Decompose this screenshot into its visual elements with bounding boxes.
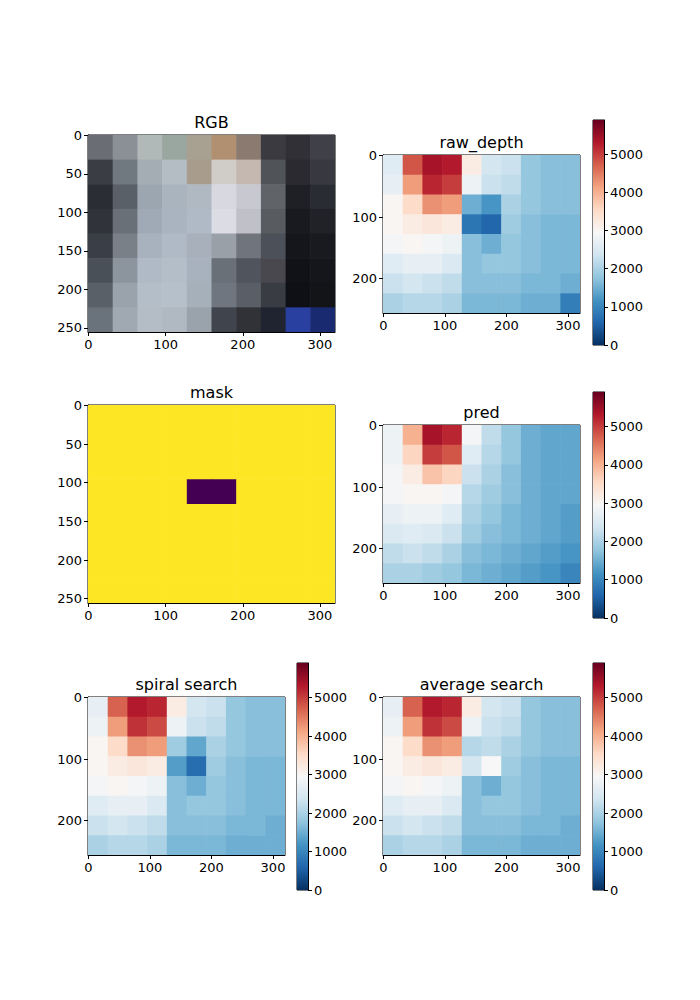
svg-text:2000: 2000 — [610, 261, 643, 276]
svg-text:200: 200 — [352, 541, 377, 556]
svg-text:5000: 5000 — [314, 690, 347, 705]
svg-text:3000: 3000 — [314, 767, 347, 782]
svg-text:0: 0 — [314, 883, 322, 898]
svg-text:5000: 5000 — [610, 147, 643, 162]
svg-text:1000: 1000 — [610, 572, 643, 587]
svg-text:0: 0 — [379, 860, 387, 875]
svg-text:200: 200 — [57, 282, 82, 297]
svg-text:200: 200 — [352, 813, 377, 828]
svg-text:300: 300 — [261, 860, 286, 875]
svg-text:200: 200 — [57, 553, 82, 568]
svg-text:4000: 4000 — [314, 729, 347, 744]
svg-text:100: 100 — [432, 588, 457, 603]
svg-text:200: 200 — [352, 271, 377, 286]
svg-text:1000: 1000 — [610, 299, 643, 314]
svg-text:raw_depth: raw_depth — [439, 133, 523, 153]
svg-text:200: 200 — [230, 608, 255, 623]
svg-text:4000: 4000 — [610, 457, 643, 472]
svg-text:150: 150 — [57, 243, 82, 258]
svg-text:250: 250 — [57, 320, 82, 335]
svg-text:200: 200 — [494, 588, 519, 603]
svg-text:0: 0 — [74, 398, 82, 413]
svg-text:200: 200 — [57, 813, 82, 828]
svg-text:spiral search: spiral search — [136, 675, 238, 694]
svg-text:100: 100 — [57, 752, 82, 767]
svg-text:0: 0 — [610, 338, 618, 353]
svg-text:0: 0 — [369, 418, 377, 433]
svg-text:0: 0 — [84, 337, 92, 352]
svg-text:200: 200 — [199, 860, 224, 875]
svg-text:100: 100 — [137, 860, 162, 875]
svg-text:0: 0 — [610, 883, 618, 898]
svg-text:5000: 5000 — [610, 690, 643, 705]
svg-text:100: 100 — [153, 608, 178, 623]
svg-text:100: 100 — [153, 337, 178, 352]
svg-text:0: 0 — [379, 318, 387, 333]
svg-text:1000: 1000 — [314, 844, 347, 859]
svg-text:average search: average search — [420, 675, 544, 694]
svg-text:0: 0 — [369, 690, 377, 705]
svg-text:RGB: RGB — [194, 113, 229, 132]
svg-text:50: 50 — [65, 166, 82, 181]
svg-text:0: 0 — [369, 148, 377, 163]
svg-text:2000: 2000 — [610, 806, 643, 821]
svg-text:100: 100 — [432, 860, 457, 875]
svg-text:200: 200 — [230, 337, 255, 352]
svg-text:100: 100 — [432, 318, 457, 333]
svg-text:5000: 5000 — [610, 419, 643, 434]
svg-text:100: 100 — [57, 205, 82, 220]
svg-text:150: 150 — [57, 514, 82, 529]
svg-text:2000: 2000 — [610, 534, 643, 549]
svg-text:0: 0 — [610, 611, 618, 626]
svg-text:4000: 4000 — [610, 729, 643, 744]
svg-text:0: 0 — [84, 860, 92, 875]
svg-text:100: 100 — [352, 752, 377, 767]
svg-text:300: 300 — [556, 860, 581, 875]
svg-text:0: 0 — [74, 690, 82, 705]
svg-text:300: 300 — [556, 318, 581, 333]
svg-text:50: 50 — [65, 437, 82, 452]
svg-text:300: 300 — [308, 608, 333, 623]
svg-text:300: 300 — [308, 337, 333, 352]
svg-text:2000: 2000 — [314, 806, 347, 821]
svg-text:250: 250 — [57, 591, 82, 606]
svg-text:3000: 3000 — [610, 223, 643, 238]
svg-text:300: 300 — [556, 588, 581, 603]
svg-text:100: 100 — [352, 210, 377, 225]
svg-text:3000: 3000 — [610, 496, 643, 511]
svg-text:3000: 3000 — [610, 767, 643, 782]
svg-text:200: 200 — [494, 318, 519, 333]
svg-text:1000: 1000 — [610, 844, 643, 859]
svg-text:100: 100 — [57, 475, 82, 490]
svg-text:4000: 4000 — [610, 185, 643, 200]
svg-text:0: 0 — [74, 128, 82, 143]
svg-text:200: 200 — [494, 860, 519, 875]
svg-text:0: 0 — [379, 588, 387, 603]
svg-text:mask: mask — [190, 383, 234, 402]
svg-text:pred: pred — [463, 403, 499, 422]
svg-text:100: 100 — [352, 480, 377, 495]
svg-text:0: 0 — [84, 608, 92, 623]
